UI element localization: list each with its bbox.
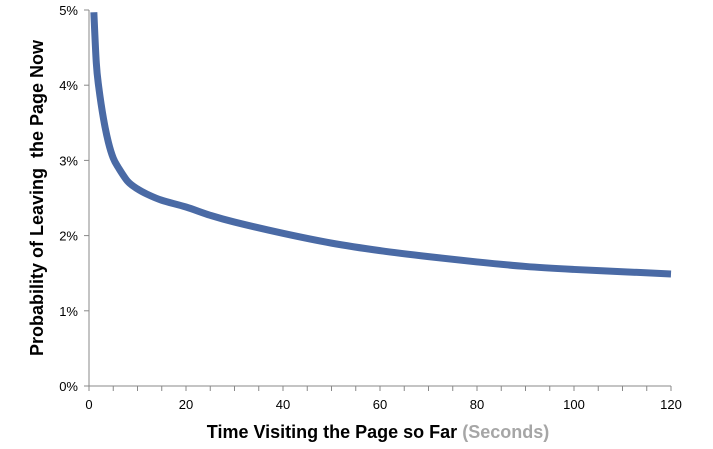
y-tick-label: 1% <box>59 304 78 319</box>
x-tick-label: 120 <box>660 397 682 412</box>
x-tick-label: 20 <box>179 397 193 412</box>
x-tick-label: 80 <box>470 397 484 412</box>
x-axis-title-unit: (Seconds) <box>462 422 549 442</box>
y-tick-label: 4% <box>59 78 78 93</box>
x-tick-label: 40 <box>276 397 290 412</box>
x-tick-label: 0 <box>85 397 92 412</box>
y-axis-tick-labels: 0% 1% 2% 3% 4% 5% <box>59 3 78 394</box>
y-tick-label: 5% <box>59 3 78 18</box>
plot-area: 0 20 40 60 80 100 120 0% 1% 2% 3% 4% 5% <box>59 3 682 412</box>
y-tick-label: 0% <box>59 379 78 394</box>
x-tick-label: 60 <box>373 397 387 412</box>
y-axis-ticks <box>84 9 89 387</box>
x-axis-ticks <box>88 386 672 391</box>
series-line <box>90 12 672 278</box>
y-axis-title: Probability of Leaving the Page Now <box>27 39 47 356</box>
y-tick-label: 3% <box>59 153 78 168</box>
x-tick-label: 100 <box>563 397 585 412</box>
y-tick-label: 2% <box>59 229 78 244</box>
x-axis-tick-labels: 0 20 40 60 80 100 120 <box>85 397 681 412</box>
x-axis-title: Time Visiting the Page so Far (Seconds) <box>207 422 549 442</box>
x-axis-title-main: Time Visiting the Page so Far <box>207 422 457 442</box>
